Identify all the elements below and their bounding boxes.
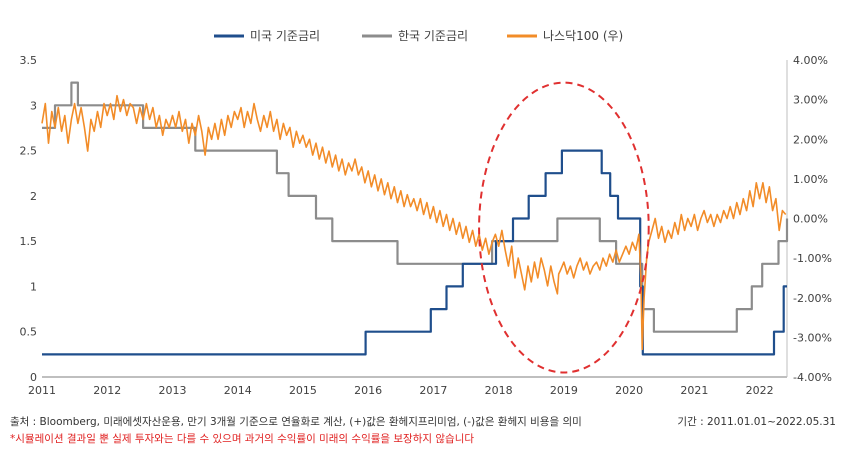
y-left-tick-label: 1 bbox=[30, 280, 37, 293]
x-tick-label: 2011 bbox=[28, 384, 56, 397]
y-left-tick-label: 0.5 bbox=[20, 326, 38, 339]
y-left-tick-label: 3 bbox=[30, 99, 37, 112]
period-note: 기간 : 2011.01.01~2022.05.31 bbox=[677, 416, 836, 428]
series-layer bbox=[41, 81, 789, 356]
series-line-2 bbox=[41, 94, 787, 351]
x-tick-label: 2012 bbox=[93, 384, 121, 397]
y-right-tick-label: -2.00% bbox=[793, 292, 832, 305]
x-tick-label: 2020 bbox=[615, 384, 643, 397]
x-tick-label: 2017 bbox=[419, 384, 447, 397]
x-tick-label: 2019 bbox=[550, 384, 578, 397]
series-line-1 bbox=[42, 81, 789, 333]
x-tick-label: 2015 bbox=[289, 384, 317, 397]
axes: 2011 2012 2013 2014 2015 2016 2017 2018 2019 2020… bbox=[20, 54, 832, 397]
x-tick-label: 2022 bbox=[746, 384, 774, 397]
rate-nasdaq-chart: 2011 2012 2013 2014 2015 2016 2017 2018 2019 2020… bbox=[20, 29, 832, 397]
y-left-tick-label: 2 bbox=[30, 190, 37, 203]
annotation-layer bbox=[478, 81, 650, 374]
y-left-tick-label: 0 bbox=[30, 371, 37, 384]
y-right-tick-label: 0.00% bbox=[793, 213, 828, 226]
chart-svg: 2011 2012 2013 2014 2015 2016 2017 2018 2019 2020… bbox=[20, 29, 832, 397]
legend-label: 미국 기준금리 bbox=[250, 29, 320, 43]
disclaimer-note: *시뮬레이션 결과일 뿐 실제 투자와는 다를 수 있으며 과거의 수익률이 미… bbox=[10, 433, 475, 445]
x-tick-label: 2018 bbox=[485, 384, 513, 397]
legend-label: 한국 기준금리 bbox=[398, 29, 468, 43]
source-note: 출처 : Bloomberg, 미래에셋자산운용, 만기 3개월 기준으로 연율… bbox=[10, 416, 582, 428]
y-left-tick-label: 1.5 bbox=[20, 235, 38, 248]
x-tick-label: 2021 bbox=[680, 384, 708, 397]
legend: 미국 기준금리 한국 기준금리 나스닥100 (우) bbox=[214, 29, 623, 43]
x-tick-label: 2013 bbox=[158, 384, 186, 397]
y-left-tick-label: 2.5 bbox=[20, 145, 38, 158]
highlight-ellipse bbox=[478, 81, 650, 374]
y-right-tick-label: -3.00% bbox=[793, 331, 832, 344]
y-right-tick-label: -1.00% bbox=[793, 252, 832, 265]
legend-label: 나스닥100 (우) bbox=[543, 29, 623, 43]
y-left-tick-label: 3.5 bbox=[20, 54, 38, 67]
x-tick-label: 2014 bbox=[224, 384, 252, 397]
y-right-tick-label: -4.00% bbox=[793, 371, 832, 384]
x-tick-label: 2016 bbox=[354, 384, 382, 397]
series-line-0 bbox=[42, 149, 787, 356]
y-right-tick-label: 3.00% bbox=[793, 94, 828, 107]
y-right-tick-label: 1.00% bbox=[793, 173, 828, 186]
y-right-tick-label: 4.00% bbox=[793, 54, 828, 67]
y-right-tick-label: 2.00% bbox=[793, 133, 828, 146]
